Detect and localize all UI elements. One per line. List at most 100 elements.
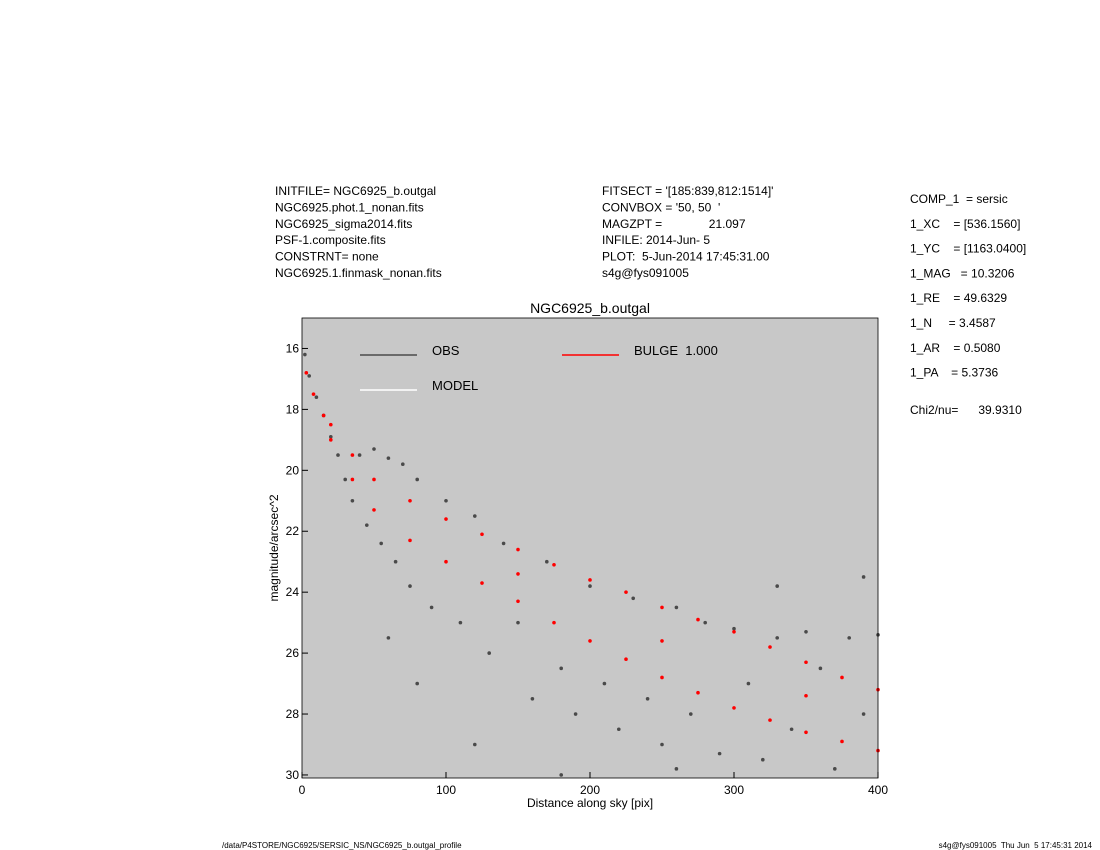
y-tick-label: 16	[286, 341, 300, 355]
data-point	[321, 413, 326, 418]
parameter: 1_PA = 5.3736	[910, 366, 999, 380]
data-point	[840, 675, 844, 680]
data-point	[480, 532, 484, 537]
data-point	[314, 395, 319, 400]
data-point	[480, 581, 484, 585]
data-point	[660, 605, 664, 610]
data-point	[732, 629, 736, 634]
data-point	[674, 605, 679, 610]
data-point	[307, 374, 312, 378]
data-point	[386, 636, 391, 640]
data-point	[840, 739, 844, 744]
data-point	[552, 562, 556, 567]
fit-statistic: Chi2/nu= 39.9310	[910, 403, 1022, 417]
data-point	[350, 453, 355, 457]
data-point	[847, 636, 851, 640]
data-point	[789, 727, 794, 732]
data-point	[530, 696, 535, 701]
data-point	[833, 767, 837, 771]
data-point	[775, 584, 779, 588]
data-point	[444, 559, 448, 564]
data-point	[717, 751, 722, 756]
data-point	[660, 675, 664, 680]
data-point	[624, 657, 628, 661]
data-point	[768, 718, 772, 722]
parameter: 1_XC = [536.1560]	[910, 217, 1020, 231]
data-point	[473, 742, 477, 747]
data-point	[559, 666, 563, 671]
data-point	[473, 514, 477, 518]
header-line: s4g@fys091005	[602, 266, 689, 280]
data-point	[365, 523, 369, 527]
header-line: NGC6925.phot.1_nonan.fits	[275, 200, 424, 214]
data-point	[545, 559, 549, 564]
data-point	[329, 435, 333, 439]
parameter: 1_AR = 0.5080	[910, 341, 1001, 355]
data-point	[393, 559, 398, 564]
header-line: PSF-1.composite.fits	[275, 233, 386, 247]
x-tick-label: 100	[436, 783, 456, 797]
legend-label: MODEL	[432, 378, 478, 393]
data-point	[516, 572, 520, 576]
data-point	[804, 693, 808, 698]
x-axis-label: Distance along sky [pix]	[527, 796, 653, 810]
data-point	[372, 477, 376, 482]
header-line: INFILE: 2014-Jun- 5	[602, 233, 710, 247]
data-point	[487, 651, 492, 655]
data-point	[631, 596, 635, 601]
parameter: 1_RE = 49.6329	[910, 291, 1007, 305]
data-point	[458, 620, 463, 625]
y-tick-label: 28	[286, 707, 300, 721]
data-point	[804, 660, 808, 665]
data-point	[645, 696, 650, 701]
parameter: COMP_1 = sersic	[910, 192, 1008, 206]
data-point	[689, 712, 693, 716]
footer-path: /data/P4STORE/NGC6925/SERSIC_NS/NGC6925_…	[222, 841, 462, 850]
data-point	[552, 620, 556, 625]
data-point	[768, 645, 772, 649]
data-point	[379, 541, 384, 546]
data-point	[624, 590, 628, 594]
y-tick-label: 30	[286, 768, 300, 782]
data-point	[415, 681, 420, 686]
data-point	[861, 575, 866, 579]
data-point	[573, 712, 578, 716]
header-line: NGC6925.1.finmask_nonan.fits	[275, 266, 442, 280]
data-point	[516, 620, 520, 625]
data-point	[343, 477, 348, 482]
data-point	[696, 617, 700, 622]
y-tick-label: 26	[286, 646, 300, 660]
data-point	[415, 477, 420, 482]
y-tick-label: 24	[286, 585, 300, 599]
parameter: 1_YC = [1163.0400]	[910, 242, 1026, 256]
data-point	[372, 447, 376, 451]
header-line: PLOT: 5-Jun-2014 17:45:31.00	[602, 250, 770, 264]
data-point	[660, 639, 664, 643]
x-tick-label: 300	[724, 783, 744, 797]
data-point	[329, 438, 333, 442]
chart-title: NGC6925_b.outgal	[530, 300, 650, 316]
data-point	[303, 352, 307, 357]
data-point	[602, 681, 607, 686]
x-tick-label: 0	[299, 783, 306, 797]
data-point	[775, 636, 779, 640]
data-point	[588, 584, 592, 588]
legend-label: OBS	[432, 343, 460, 358]
header-line: MAGZPT = 21.097	[602, 217, 746, 231]
header-line: NGC6925_sigma2014.fits	[275, 217, 412, 231]
data-point	[617, 727, 621, 732]
data-point	[761, 757, 765, 762]
data-point	[804, 629, 808, 634]
x-tick-label: 200	[580, 783, 600, 797]
plot-frame	[301, 317, 879, 779]
x-tick-label: 400	[868, 783, 888, 797]
header-line: CONSTRNT= none	[275, 250, 379, 264]
y-axis-label: magnitude/arcsec^2	[267, 494, 281, 601]
data-point	[703, 620, 707, 625]
data-point	[357, 453, 362, 457]
data-point	[401, 462, 405, 467]
data-point	[588, 639, 592, 643]
data-point	[732, 706, 736, 710]
data-point	[559, 773, 563, 777]
